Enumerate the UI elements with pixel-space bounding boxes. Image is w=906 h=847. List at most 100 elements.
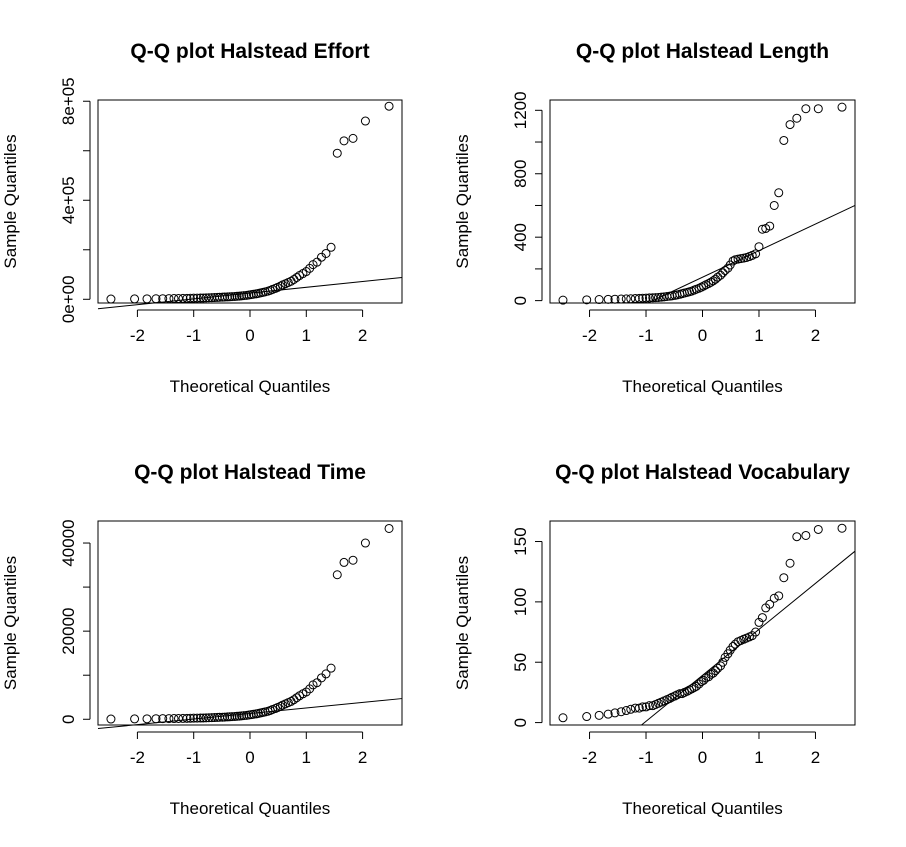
data-point: [691, 681, 701, 691]
x-axis-label: Theoretical Quantiles: [170, 799, 331, 818]
data-point: [558, 295, 568, 305]
y-axis-label: Sample Quantiles: [1, 134, 20, 268]
x-axis: -2 -1 0 1 2: [130, 731, 367, 767]
data-point: [765, 599, 775, 609]
y-tick-label: 4e+05: [59, 176, 78, 224]
data-point: [638, 293, 648, 303]
data-point: [710, 666, 720, 676]
data-point: [220, 292, 230, 302]
data-point: [837, 523, 847, 533]
data-points: [106, 101, 394, 304]
data-point: [728, 256, 738, 266]
plot-frame: [97, 520, 403, 726]
x-tick-label: 2: [358, 326, 367, 345]
data-point: [339, 136, 349, 146]
data-point: [326, 663, 336, 673]
data-point: [312, 257, 322, 267]
data-point: [630, 294, 640, 304]
y-tick-label: 8e+05: [59, 77, 78, 125]
x-tick-label: 2: [811, 326, 820, 345]
data-points: [558, 523, 847, 723]
data-point: [713, 663, 723, 673]
chart-title: Q-Q plot Halstead Vocabulary: [555, 461, 850, 484]
x-tick-label: -1: [186, 748, 201, 767]
data-point: [301, 687, 311, 697]
data-point: [192, 713, 202, 723]
x-tick-label: -2: [130, 748, 145, 767]
data-point: [682, 686, 692, 696]
data-point: [169, 294, 179, 304]
y-tick-label: 0e+00: [59, 275, 78, 323]
data-point: [616, 707, 626, 717]
data-point: [339, 557, 349, 567]
data-point: [174, 293, 184, 303]
data-point: [813, 104, 823, 114]
data-point: [736, 254, 746, 264]
data-point: [185, 713, 195, 723]
x-tick-label: 1: [754, 326, 763, 345]
data-point: [158, 714, 168, 724]
data-point: [621, 706, 631, 716]
data-point: [677, 689, 687, 699]
data-point: [751, 627, 761, 637]
data-point: [594, 710, 604, 720]
data-point: [616, 294, 626, 304]
data-point: [164, 714, 174, 724]
data-point: [178, 713, 188, 723]
y-axis: 0e+00 4e+05 8e+05: [59, 77, 91, 323]
data-point: [227, 712, 237, 722]
data-point: [801, 104, 811, 114]
data-point: [185, 293, 195, 303]
data-point: [348, 555, 358, 565]
data-point: [723, 263, 733, 273]
data-point: [106, 714, 116, 724]
y-tick-label: 0: [59, 715, 78, 724]
data-point: [594, 295, 604, 305]
y-tick-label: 400: [511, 223, 530, 251]
data-point: [178, 293, 188, 303]
x-tick-label: -2: [130, 326, 145, 345]
panel-time: Q-Q plot Halstead Time -2 -1 0 1 2 Theoretical…: [1, 461, 403, 818]
data-point: [189, 293, 199, 303]
data-point: [704, 278, 714, 288]
data-point: [837, 102, 847, 112]
data-point: [301, 267, 311, 277]
data-point: [785, 120, 795, 130]
x-tick-label: 1: [302, 326, 311, 345]
y-tick-label: 0: [511, 296, 530, 305]
x-tick-label: 0: [698, 748, 707, 767]
data-point: [164, 294, 174, 304]
x-tick-label: 0: [698, 326, 707, 345]
data-point: [733, 254, 743, 264]
data-point: [699, 281, 709, 291]
data-point: [158, 294, 168, 304]
data-point: [239, 711, 249, 721]
data-point: [130, 714, 140, 724]
data-point: [189, 713, 199, 723]
y-tick-label: 20000: [59, 608, 78, 655]
data-point: [275, 701, 285, 711]
data-point: [644, 701, 654, 711]
data-point: [634, 293, 644, 303]
data-point: [169, 714, 179, 724]
y-tick-label: 40000: [59, 519, 78, 566]
data-point: [720, 265, 730, 275]
data-point: [292, 273, 302, 283]
x-tick-label: 1: [302, 748, 311, 767]
data-point: [332, 148, 342, 158]
data-point: [754, 242, 764, 252]
data-point: [151, 714, 161, 724]
y-axis: 0 50 100 150: [511, 527, 543, 727]
data-point: [626, 704, 636, 714]
data-point: [151, 294, 161, 304]
x-tick-label: 2: [358, 748, 367, 767]
x-axis: -2 -1 0 1 2: [582, 309, 820, 345]
data-point: [603, 709, 613, 719]
data-point: [626, 294, 636, 304]
data-point: [248, 289, 258, 299]
data-point: [765, 221, 775, 231]
data-point: [582, 295, 592, 305]
data-point: [813, 524, 823, 534]
chart-title: Q-Q plot Halstead Effort: [130, 40, 369, 63]
data-point: [275, 281, 285, 291]
